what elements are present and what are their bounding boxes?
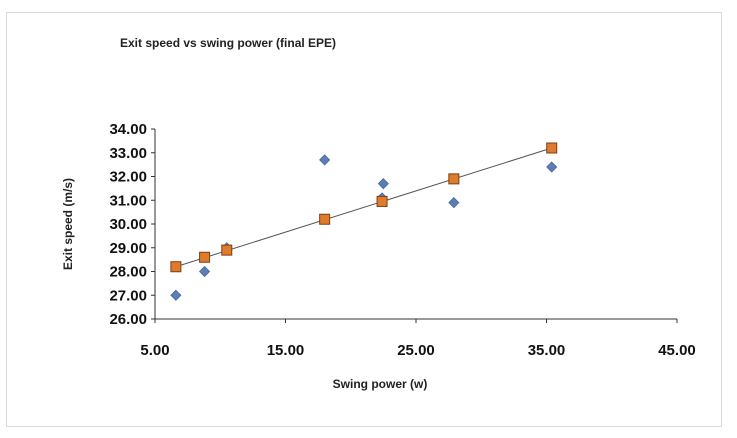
x-tick-label: 5.00 <box>140 342 169 359</box>
y-tick-label: 33.00 <box>109 145 147 162</box>
diamond-point <box>320 155 330 165</box>
y-tick-label: 32.00 <box>109 169 147 186</box>
points-group <box>171 143 557 300</box>
y-tick-label: 26.00 <box>109 311 147 328</box>
x-tick-label: 35.00 <box>528 342 566 359</box>
diamond-point <box>449 198 459 208</box>
y-tick-label: 31.00 <box>109 192 147 209</box>
y-tick-label: 29.00 <box>109 240 147 257</box>
square-point <box>320 214 330 224</box>
x-tick-label: 25.00 <box>397 342 435 359</box>
square-point <box>222 245 232 255</box>
x-axis-label: Swing power (w) <box>333 377 428 391</box>
y-tick-label: 28.00 <box>109 264 147 281</box>
y-axis-label: Exit speed (m/s) <box>61 178 75 270</box>
square-point <box>377 196 387 206</box>
square-point <box>449 174 459 184</box>
square-point <box>200 252 210 262</box>
y-tick-label: 27.00 <box>109 287 147 304</box>
y-ticks: 26.00 27.00 28.00 29.00 30.00 31.00 32.00 33.00… <box>109 121 155 328</box>
diamond-point <box>378 179 388 189</box>
x-tick-label: 15.00 <box>267 342 305 359</box>
diamond-point <box>171 290 181 300</box>
square-point <box>547 143 557 153</box>
y-tick-label: 30.00 <box>109 216 147 233</box>
diamond-point <box>200 267 210 277</box>
diamond-point <box>547 162 557 172</box>
y-tick-label: 34.00 <box>109 121 147 138</box>
axes <box>155 129 677 319</box>
x-tick-label: 45.00 <box>658 342 696 359</box>
square-point <box>171 262 181 272</box>
x-ticks: 5.00 15.00 25.00 35.00 45.00 <box>140 319 695 359</box>
